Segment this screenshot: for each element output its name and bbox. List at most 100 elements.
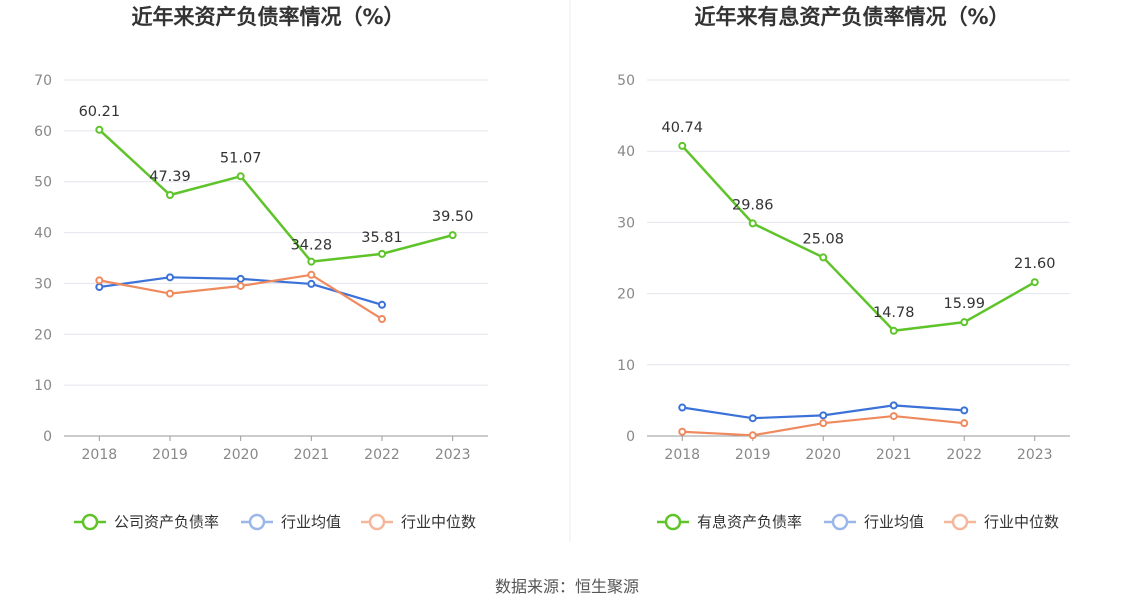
series-line — [681, 145, 1036, 333]
legend-marker — [951, 513, 969, 531]
data-point[interactable] — [236, 172, 245, 181]
y-tick-label: 50 — [34, 175, 52, 191]
data-point[interactable] — [307, 270, 316, 279]
data-point[interactable] — [748, 219, 757, 228]
legend-marker — [664, 513, 682, 531]
series-company: 60.21 47.39 51.07 34.28 35.81 39.50 — [79, 104, 474, 266]
data-point[interactable] — [95, 125, 104, 134]
data-point[interactable] — [889, 401, 898, 410]
x-tick-label: 2019 — [152, 447, 188, 463]
data-point[interactable] — [1030, 278, 1039, 287]
x-tick-label: 2023 — [435, 447, 471, 463]
legend-label: 有息资产负债率 — [697, 513, 802, 531]
data-label: 39.50 — [432, 209, 474, 225]
data-point[interactable] — [95, 282, 104, 291]
x-tick-label: 2019 — [735, 447, 771, 463]
x-tick-label: 2023 — [1017, 447, 1053, 463]
x-tick-label: 2018 — [664, 447, 700, 463]
y-tick-label: 20 — [617, 287, 635, 303]
chart-interest-debt-ratio: 近年来有息资产负债率情况（%） 0 10 20 30 40 50 2018 2019 2020 20… — [617, 5, 1070, 531]
y-tick-label: 40 — [34, 226, 52, 242]
data-label: 40.74 — [661, 120, 703, 136]
data-point[interactable] — [889, 326, 898, 335]
legend-label: 公司资产负债率 — [114, 513, 219, 531]
data-point[interactable] — [378, 249, 386, 258]
y-tick-label: 10 — [34, 378, 52, 394]
data-point[interactable] — [819, 253, 828, 262]
legend-item-median[interactable]: 行业中位数 — [361, 513, 476, 531]
data-label: 21.60 — [1014, 256, 1056, 272]
data-point[interactable] — [378, 315, 386, 324]
x-tick-label: 2021 — [294, 447, 330, 463]
legend-item-avg[interactable]: 行业均值 — [241, 513, 341, 531]
data-point[interactable] — [166, 190, 174, 199]
chart-title: 近年来资产负债率情况（%） — [131, 5, 404, 29]
data-point[interactable] — [678, 427, 687, 436]
legend-marker — [368, 513, 386, 531]
chart-title: 近年来有息资产负债率情况（%） — [694, 5, 1009, 29]
data-point[interactable] — [889, 412, 898, 421]
data-source: 数据来源：恒生聚源 — [495, 577, 639, 596]
x-tick-label: 2020 — [223, 447, 259, 463]
series-median — [95, 270, 386, 324]
y-tick-label: 30 — [34, 276, 52, 292]
y-tick-label: 0 — [626, 429, 635, 445]
data-label: 15.99 — [943, 296, 985, 312]
y-tick-label: 70 — [34, 73, 52, 89]
x-tick-label: 2022 — [364, 447, 400, 463]
data-label: 51.07 — [220, 150, 262, 166]
series-company: 40.74 29.86 25.08 14.78 15.99 21.60 — [661, 120, 1056, 335]
series-avg — [95, 273, 386, 309]
legend-item-company[interactable]: 公司资产负债率 — [74, 513, 219, 531]
legend-marker — [831, 513, 849, 531]
y-tick-label: 60 — [34, 124, 52, 140]
y-tick-label: 10 — [617, 358, 635, 374]
x-tick-label: 2020 — [805, 447, 841, 463]
data-point[interactable] — [960, 318, 969, 327]
data-point[interactable] — [960, 419, 969, 428]
legend-marker — [248, 513, 266, 531]
series-median — [678, 412, 969, 440]
y-tick-label: 20 — [34, 327, 52, 343]
data-label: 14.78 — [873, 305, 915, 321]
data-point[interactable] — [307, 279, 316, 288]
data-point[interactable] — [748, 431, 757, 440]
legend-label: 行业中位数 — [401, 513, 476, 531]
data-point[interactable] — [95, 276, 104, 285]
data-point[interactable] — [748, 414, 757, 423]
data-point[interactable] — [236, 274, 245, 283]
legend-label: 行业均值 — [281, 513, 341, 531]
data-label: 25.08 — [802, 231, 844, 247]
data-label: 34.28 — [291, 238, 333, 254]
data-point[interactable] — [236, 281, 245, 290]
legend-marker — [81, 513, 99, 531]
y-tick-label: 50 — [617, 73, 635, 89]
data-point[interactable] — [960, 406, 969, 415]
legend-item-avg[interactable]: 行业均值 — [824, 513, 924, 531]
legend-item-company[interactable]: 有息资产负债率 — [657, 513, 802, 531]
legend-label: 行业中位数 — [984, 513, 1059, 531]
x-tick-label: 2021 — [876, 447, 912, 463]
y-tick-label: 30 — [617, 215, 635, 231]
data-label: 60.21 — [79, 104, 121, 120]
y-tick-label: 0 — [43, 429, 52, 445]
data-point[interactable] — [678, 403, 687, 412]
legend-item-median[interactable]: 行业中位数 — [944, 513, 1059, 531]
data-point[interactable] — [448, 231, 457, 240]
legend-label: 行业均值 — [864, 513, 924, 531]
series-avg — [678, 401, 969, 423]
series-line — [98, 128, 453, 263]
data-point[interactable] — [819, 411, 828, 420]
data-point[interactable] — [819, 419, 828, 428]
data-point[interactable] — [378, 300, 386, 309]
y-tick-label: 40 — [617, 144, 635, 160]
data-point[interactable] — [166, 289, 174, 298]
data-point[interactable] — [166, 273, 174, 282]
data-point[interactable] — [678, 141, 687, 150]
data-point[interactable] — [307, 257, 316, 266]
data-label: 35.81 — [361, 230, 403, 246]
x-tick-label: 2022 — [946, 447, 982, 463]
x-tick-label: 2018 — [82, 447, 118, 463]
